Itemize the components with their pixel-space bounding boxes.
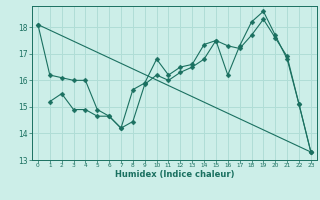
X-axis label: Humidex (Indice chaleur): Humidex (Indice chaleur) [115,170,234,179]
